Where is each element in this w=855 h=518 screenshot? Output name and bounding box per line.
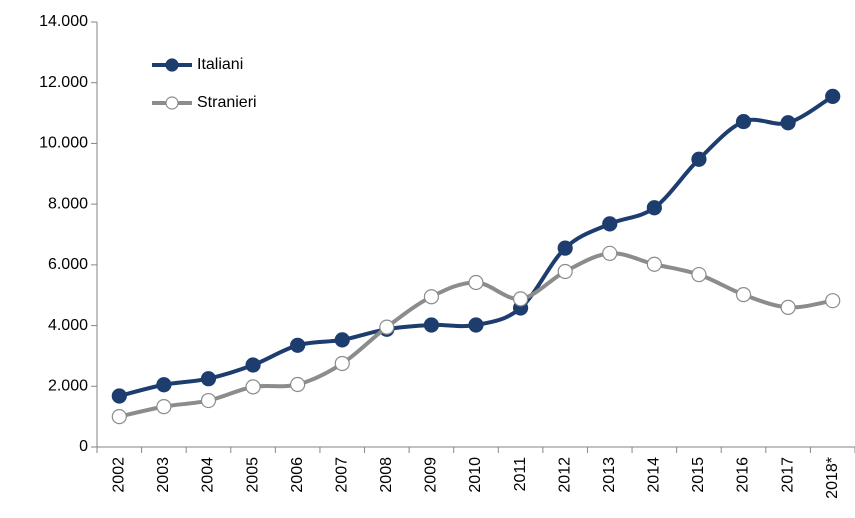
- series-marker: [423, 317, 440, 333]
- series-line: [118, 94, 834, 398]
- x-tick-label: 2004: [200, 457, 217, 493]
- series-marker: [290, 376, 306, 393]
- x-tick-label: 2015: [690, 457, 707, 493]
- series-marker: [200, 371, 217, 387]
- x-tick-label: 2005: [244, 457, 261, 493]
- series-marker: [602, 216, 618, 232]
- x-tick-label: 2006: [289, 457, 306, 493]
- series-marker: [156, 399, 172, 415]
- series-marker: [691, 266, 707, 283]
- series-marker: [780, 115, 796, 131]
- series-marker: [290, 337, 306, 353]
- y-tick-label: 8.000: [48, 195, 88, 212]
- series-marker: [200, 392, 217, 409]
- x-tick-label: 2008: [378, 457, 395, 493]
- series-marker: [557, 240, 573, 256]
- series-marker: [691, 151, 707, 167]
- legend-label: Italiani: [197, 56, 243, 73]
- x-tick-label: 2012: [556, 457, 573, 493]
- x-tick-label: 2013: [601, 457, 618, 493]
- series-marker: [780, 299, 796, 315]
- series-marker: [468, 274, 484, 291]
- x-tick-label: 2016: [735, 457, 752, 493]
- series-marker: [468, 317, 484, 333]
- x-tick-label: 2009: [423, 457, 440, 493]
- series-marker: [602, 245, 618, 261]
- series-marker: [825, 88, 841, 104]
- series-marker: [334, 332, 350, 348]
- series-marker: [512, 291, 529, 307]
- y-tick-label: 4.000: [48, 317, 88, 334]
- series-marker: [111, 409, 127, 425]
- series-marker: [379, 319, 395, 335]
- series-marker: [423, 289, 440, 305]
- series-marker: [557, 263, 573, 280]
- y-tick-label: 10.000: [39, 135, 88, 152]
- x-tick-label: 2017: [779, 457, 796, 493]
- y-tick-label: 6.000: [48, 256, 88, 273]
- series-marker: [735, 113, 752, 130]
- y-tick-label: 0: [79, 438, 88, 455]
- series-marker: [646, 200, 662, 216]
- legend-label: Stranieri: [197, 94, 257, 111]
- x-tick-label: 2014: [646, 457, 663, 493]
- series-marker: [825, 293, 841, 309]
- legend-marker: [165, 58, 179, 72]
- series-marker: [334, 355, 350, 372]
- x-tick-label: 2011: [512, 457, 529, 492]
- y-tick-label: 12.000: [39, 74, 88, 91]
- legend-marker: [165, 96, 179, 110]
- series-marker: [245, 357, 261, 373]
- y-tick-label: 2.000: [48, 378, 88, 395]
- x-tick-label: 2007: [333, 457, 350, 493]
- series-marker: [111, 388, 127, 404]
- series-marker: [735, 287, 752, 303]
- series-marker: [156, 377, 172, 393]
- series-marker: [646, 256, 662, 272]
- x-tick-label: 2002: [111, 457, 128, 493]
- x-tick-label: 2010: [467, 457, 484, 493]
- x-tick-label: 2003: [155, 457, 172, 493]
- series-marker: [245, 379, 261, 395]
- x-tick-label: 2018*: [824, 457, 841, 499]
- y-tick-label: 14.000: [39, 13, 88, 30]
